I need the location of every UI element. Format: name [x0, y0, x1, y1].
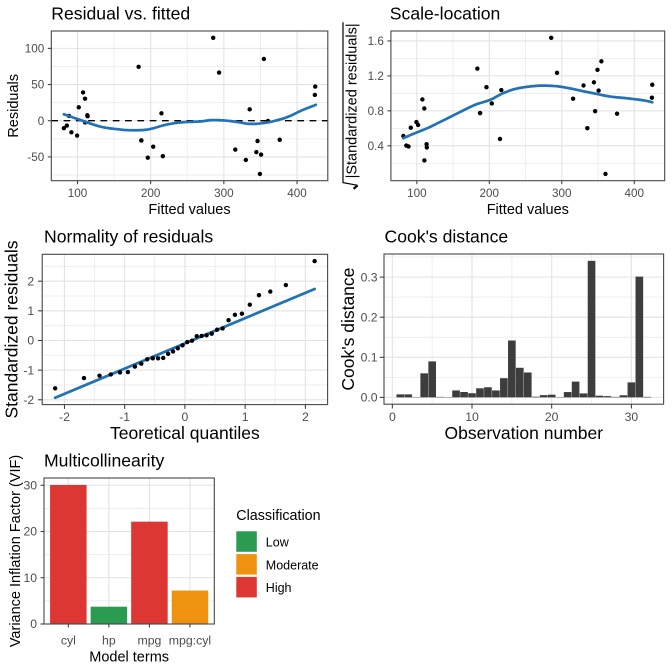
svg-text:|Standardized residuals|: |Standardized residuals| — [344, 23, 360, 178]
svg-text:0.0: 0.0 — [361, 391, 378, 405]
svg-text:0.8: 0.8 — [368, 105, 384, 118]
svg-text:1: 1 — [27, 304, 34, 318]
svg-text:Variance Inflation Factor (VIF: Variance Inflation Factor (VIF) — [8, 455, 24, 647]
svg-text:1.2: 1.2 — [368, 70, 384, 83]
svg-text:Fitted values: Fitted values — [487, 202, 569, 218]
svg-text:Cook's distance: Cook's distance — [338, 268, 358, 391]
svg-text:Moderate: Moderate — [266, 558, 319, 572]
svg-text:-1: -1 — [119, 410, 130, 424]
svg-text:100: 100 — [68, 187, 88, 200]
svg-text:Normality of residuals: Normality of residuals — [44, 227, 213, 247]
svg-text:-2: -2 — [59, 410, 70, 424]
svg-text:100: 100 — [407, 187, 427, 200]
svg-text:cyl: cyl — [61, 634, 76, 648]
svg-text:hp: hp — [102, 634, 116, 648]
svg-text:Teoretical quantiles: Teoretical quantiles — [110, 423, 260, 443]
svg-text:mpg:cyl: mpg:cyl — [169, 634, 211, 648]
svg-text:0.4: 0.4 — [368, 140, 385, 153]
svg-text:30: 30 — [23, 478, 37, 492]
svg-text:200: 200 — [480, 187, 500, 200]
svg-text:Standardized residuals: Standardized residuals — [2, 240, 22, 418]
svg-text:Residuals: Residuals — [6, 74, 22, 138]
svg-text:20: 20 — [23, 525, 37, 539]
svg-text:0: 0 — [182, 410, 189, 424]
svg-text:0: 0 — [30, 617, 37, 631]
svg-text:-2: -2 — [23, 393, 34, 407]
svg-text:Fitted values: Fitted values — [148, 202, 230, 218]
svg-text:10: 10 — [465, 410, 479, 424]
svg-text:Classification: Classification — [236, 508, 320, 524]
svg-text:mpg: mpg — [137, 634, 161, 648]
svg-text:2: 2 — [302, 410, 309, 424]
svg-text:0: 0 — [389, 410, 396, 424]
svg-text:300: 300 — [214, 187, 234, 200]
svg-text:10: 10 — [23, 571, 37, 585]
svg-text:Multicollinearity: Multicollinearity — [44, 451, 164, 471]
svg-text:1.6: 1.6 — [368, 35, 384, 48]
svg-text:50: 50 — [31, 79, 45, 92]
svg-text:30: 30 — [625, 410, 639, 424]
svg-text:2: 2 — [27, 274, 34, 288]
svg-text:20: 20 — [545, 410, 559, 424]
svg-text:High: High — [266, 581, 292, 595]
svg-text:1: 1 — [242, 410, 249, 424]
svg-text:400: 400 — [624, 187, 644, 200]
svg-text:0: 0 — [38, 115, 45, 128]
svg-text:0.2: 0.2 — [361, 310, 378, 324]
svg-text:0.3: 0.3 — [361, 270, 378, 284]
svg-text:Cook's distance: Cook's distance — [385, 227, 509, 247]
svg-text:0.1: 0.1 — [361, 350, 378, 364]
svg-text:Model terms: Model terms — [89, 649, 169, 665]
svg-text:200: 200 — [141, 187, 161, 200]
svg-text:Low: Low — [266, 536, 290, 550]
svg-text:Residual vs. fitted: Residual vs. fitted — [51, 4, 190, 24]
svg-text:Scale-location: Scale-location — [390, 4, 501, 24]
svg-text:0: 0 — [27, 334, 34, 348]
svg-text:400: 400 — [287, 187, 307, 200]
svg-text:Observation number: Observation number — [445, 423, 604, 443]
svg-text:-50: -50 — [27, 151, 44, 164]
svg-text:300: 300 — [552, 187, 572, 200]
svg-text:-1: -1 — [23, 363, 34, 377]
svg-text:100: 100 — [25, 43, 45, 56]
